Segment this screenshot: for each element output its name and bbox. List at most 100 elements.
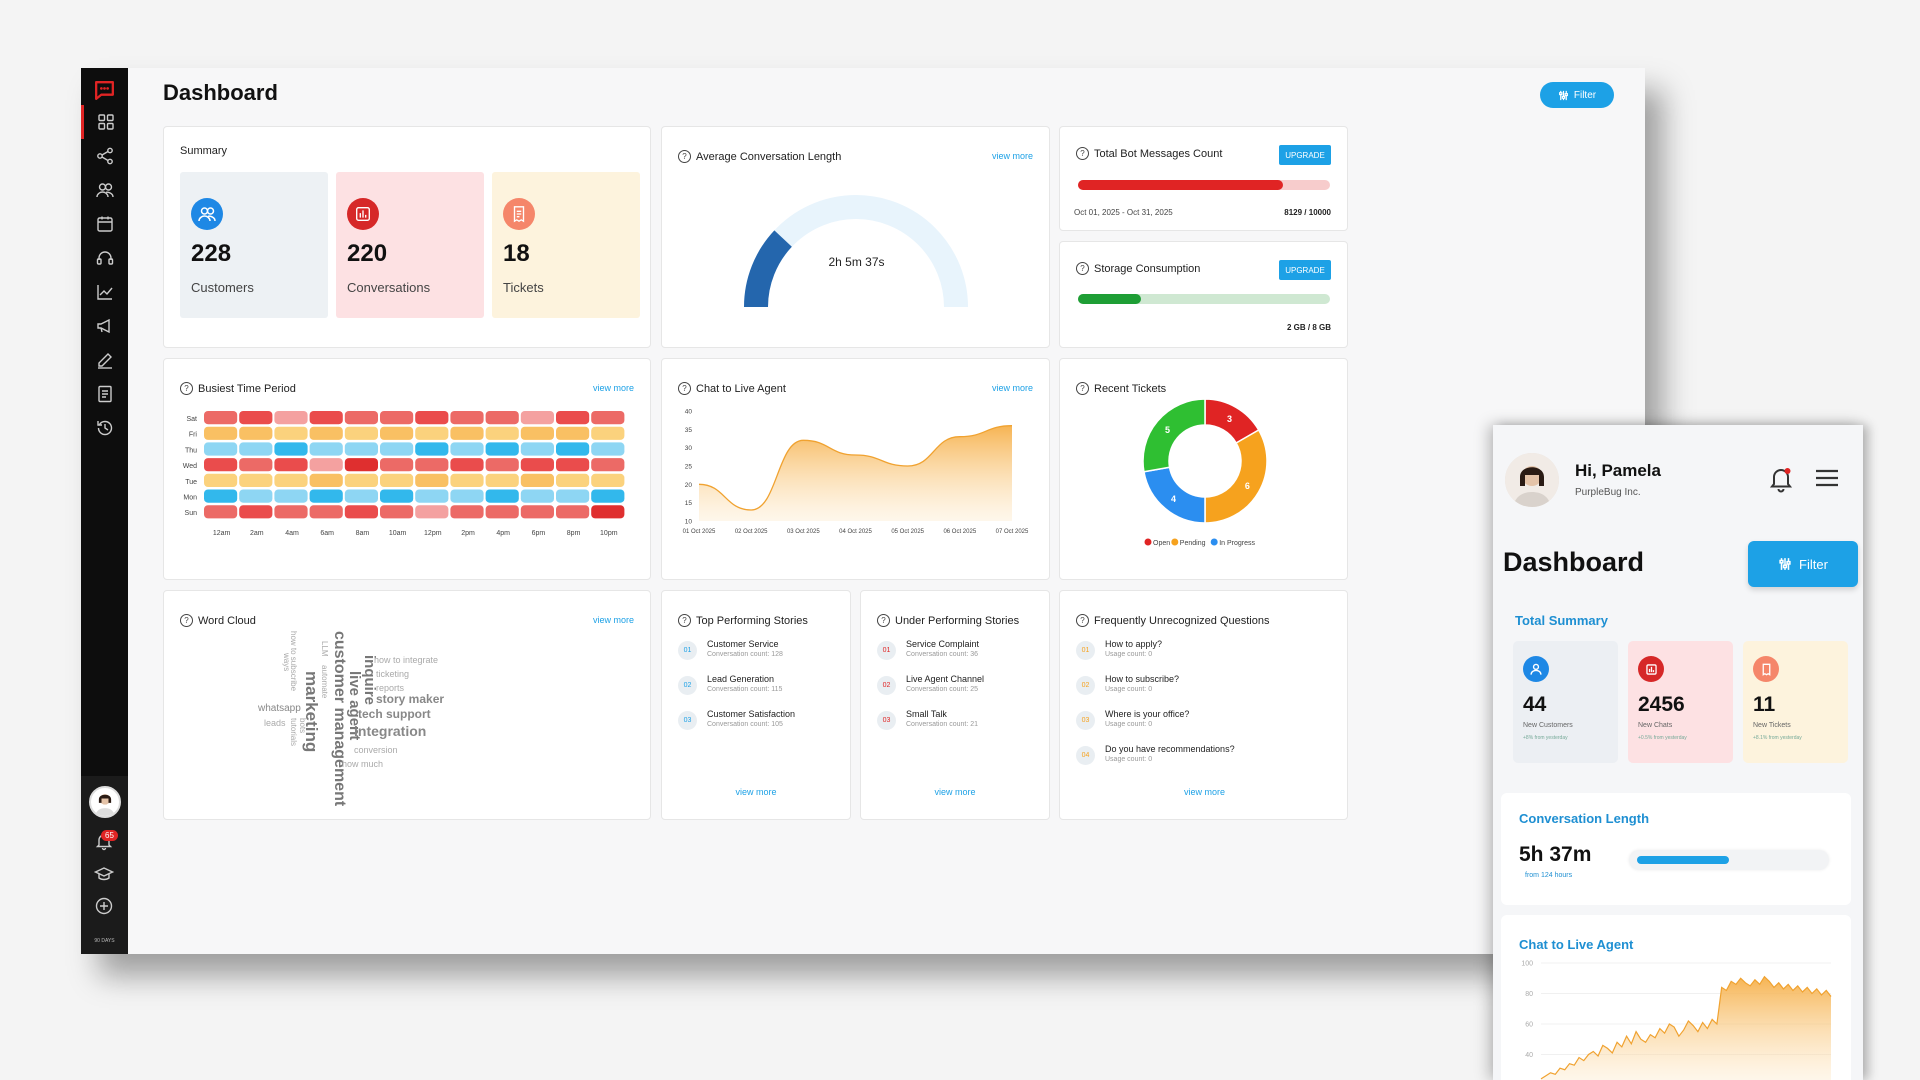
summary-tile-customers[interactable]: 228 Customers bbox=[180, 172, 328, 318]
heatmap-cell bbox=[415, 505, 449, 519]
trial-badge-icon[interactable] bbox=[94, 896, 114, 916]
list-item[interactable]: 03 Where is your office? Usage count: 0 bbox=[1076, 709, 1189, 730]
view-more-link[interactable]: view more bbox=[1183, 787, 1225, 797]
avatar[interactable] bbox=[1505, 453, 1559, 507]
slice-label: 4 bbox=[1171, 494, 1176, 504]
view-more-link[interactable]: view more bbox=[592, 615, 634, 625]
mobile-tile-tickets[interactable]: 11 New Tickets +8.1% from yesterday bbox=[1743, 641, 1848, 763]
mobile-conversation-card: Conversation Length 5h 37m from 124 hour… bbox=[1501, 793, 1851, 905]
hour-label: 6am bbox=[320, 530, 334, 537]
total-summary-title: Total Summary bbox=[1515, 613, 1608, 628]
help-icon[interactable]: ? bbox=[1076, 262, 1089, 275]
page-title: Dashboard bbox=[163, 80, 278, 105]
item-name: Live Agent Channel bbox=[906, 674, 985, 684]
view-more-link[interactable]: view more bbox=[934, 787, 976, 797]
bell-icon[interactable] bbox=[1768, 465, 1794, 493]
list-item[interactable]: 04 Do you have recommendations? Usage coun… bbox=[1076, 744, 1235, 765]
help-icon[interactable]: ? bbox=[678, 614, 691, 627]
list-item[interactable]: 01 Customer Service Conversation count: 12… bbox=[678, 639, 783, 660]
word-cloud-term[interactable]: integration bbox=[354, 723, 427, 739]
sidebar-item-editor[interactable] bbox=[81, 343, 128, 377]
word-cloud-term[interactable]: how to subscribe bbox=[289, 631, 298, 692]
word-cloud-term[interactable]: inquire bbox=[361, 655, 378, 706]
word-cloud-term[interactable]: leads bbox=[264, 718, 286, 728]
sidebar-item-dashboard[interactable] bbox=[81, 105, 128, 139]
heatmap-cell bbox=[591, 442, 625, 456]
summary-tile-tickets[interactable]: 18 Tickets bbox=[492, 172, 640, 318]
list-item[interactable]: 02 Lead Generation Conversation count: 115 bbox=[678, 674, 782, 695]
word-cloud-term[interactable]: whatsapp bbox=[258, 703, 301, 714]
donut-slice[interactable] bbox=[1204, 428, 1268, 524]
upgrade-button[interactable]: UPGRADE bbox=[1279, 145, 1331, 165]
mobile-filter-button[interactable]: Filter bbox=[1748, 541, 1858, 587]
help-icon[interactable]: ? bbox=[180, 382, 193, 395]
rank-badge: 02 bbox=[678, 676, 697, 695]
sidebar-item-live-agent[interactable] bbox=[81, 241, 128, 275]
word-cloud-term[interactable]: live agent bbox=[346, 671, 363, 741]
sidebar-item-analytics[interactable] bbox=[81, 275, 128, 309]
sidebar-item-calendar[interactable] bbox=[81, 207, 128, 241]
word-cloud-term[interactable]: reports bbox=[376, 683, 405, 693]
view-more-link[interactable]: view more bbox=[592, 383, 634, 393]
list-item[interactable]: 02 Live Agent Channel Conversation count: … bbox=[877, 674, 984, 695]
list-item[interactable]: 01 Service Complaint Conversation count: 3… bbox=[877, 639, 979, 660]
word-cloud-term[interactable]: story maker bbox=[376, 692, 445, 706]
word-cloud-term[interactable]: customer management bbox=[331, 631, 348, 807]
filter-button[interactable]: Filter bbox=[1540, 82, 1614, 108]
heatmap-cell bbox=[520, 505, 554, 519]
sidebar-item-reports[interactable] bbox=[81, 377, 128, 411]
rank-badge: 03 bbox=[678, 711, 697, 730]
word-cloud-term[interactable]: ways bbox=[282, 653, 291, 672]
summary-tile-conversations[interactable]: 220 Conversations bbox=[336, 172, 484, 318]
mobile-tile-chats[interactable]: 2456 New Chats +0.5% from yesterday bbox=[1628, 641, 1733, 763]
word-cloud-term[interactable]: automate bbox=[320, 665, 329, 699]
help-icon[interactable]: ? bbox=[1076, 614, 1089, 627]
help-icon[interactable]: ? bbox=[877, 614, 890, 627]
storage-card: ? Storage Consumption UPGRADE 2 GB / 8 GB bbox=[1059, 241, 1348, 348]
message-usage: 8129 / 10000 bbox=[1284, 208, 1331, 217]
list-item[interactable]: 02 How to subscribe? Usage count: 0 bbox=[1076, 674, 1179, 695]
view-more-link[interactable]: view more bbox=[991, 151, 1033, 161]
item-name: Customer Satisfaction bbox=[707, 709, 796, 719]
graduation-cap-icon[interactable] bbox=[94, 864, 114, 884]
view-more-link[interactable]: view more bbox=[991, 383, 1033, 393]
sidebar-item-history[interactable] bbox=[81, 411, 128, 445]
word-cloud-term[interactable]: ticketing bbox=[376, 669, 410, 679]
list-item[interactable]: 03 Small Talk Conversation count: 21 bbox=[877, 709, 978, 730]
help-icon[interactable]: ? bbox=[1076, 382, 1089, 395]
heatmap-cell bbox=[204, 458, 238, 472]
avatar[interactable] bbox=[89, 786, 121, 818]
donut-slice[interactable] bbox=[1142, 398, 1206, 473]
hamburger-menu-icon[interactable] bbox=[1815, 468, 1839, 488]
help-icon[interactable]: ? bbox=[678, 382, 691, 395]
help-icon[interactable]: ? bbox=[1076, 147, 1089, 160]
heatmap-cell bbox=[239, 505, 273, 519]
word-cloud-term[interactable]: tech support bbox=[358, 707, 431, 721]
heatmap-cell bbox=[591, 426, 625, 440]
upgrade-button[interactable]: UPGRADE bbox=[1279, 260, 1331, 280]
word-cloud-term[interactable]: marketing bbox=[302, 671, 321, 753]
word-cloud-term[interactable]: conversion bbox=[354, 745, 398, 755]
word-cloud-title: ? Word Cloud bbox=[180, 614, 256, 627]
help-icon[interactable]: ? bbox=[180, 614, 193, 627]
word-cloud-term[interactable]: how much bbox=[342, 759, 384, 769]
date-range: Oct 01, 2025 - Oct 31, 2025 bbox=[1074, 208, 1173, 217]
sidebar-item-flows[interactable] bbox=[81, 139, 128, 173]
word-cloud-term[interactable]: how to integrate bbox=[374, 655, 439, 665]
sidebar-item-broadcast[interactable] bbox=[81, 309, 128, 343]
hour-label: 8pm bbox=[567, 530, 581, 537]
chat-logo-icon[interactable] bbox=[92, 78, 117, 103]
word-cloud-term[interactable]: LLM bbox=[320, 641, 329, 657]
sidebar-item-users[interactable] bbox=[81, 173, 128, 207]
under-stories-title: ? Under Performing Stories bbox=[877, 614, 1019, 627]
word-cloud-term[interactable]: bots bbox=[298, 718, 307, 734]
mobile-tile-customers[interactable]: 44 New Customers +8% from yesterday bbox=[1513, 641, 1618, 763]
list-item[interactable]: 01 How to apply? Usage count: 0 bbox=[1076, 639, 1162, 660]
tile-label: New Chats bbox=[1638, 722, 1673, 729]
list-item[interactable]: 03 Customer Satisfaction Conversation coun… bbox=[678, 709, 795, 730]
help-icon[interactable]: ? bbox=[678, 150, 691, 163]
view-more-link[interactable]: view more bbox=[735, 787, 777, 797]
heatmap-cell bbox=[380, 426, 414, 440]
word-cloud-term[interactable]: tutorials bbox=[289, 718, 298, 747]
busiest-time-title: ? Busiest Time Period bbox=[180, 382, 296, 395]
